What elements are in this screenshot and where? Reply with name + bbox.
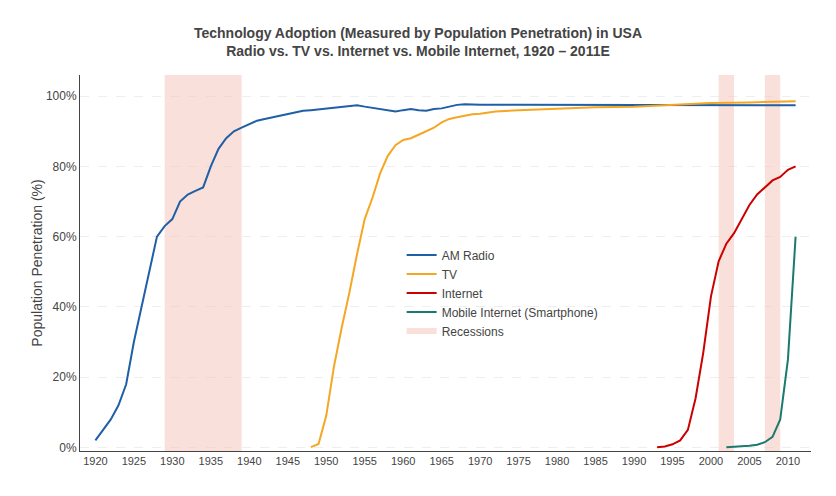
svg-text:100%: 100% (46, 89, 77, 103)
svg-text:1945: 1945 (276, 455, 300, 467)
svg-text:Technology Adoption (Measured: Technology Adoption (Measured by Populat… (194, 25, 642, 59)
svg-text:1980: 1980 (545, 455, 569, 467)
svg-text:20%: 20% (53, 370, 77, 384)
svg-text:1965: 1965 (429, 455, 453, 467)
svg-text:1960: 1960 (391, 455, 415, 467)
svg-text:1925: 1925 (122, 455, 146, 467)
svg-text:1940: 1940 (237, 455, 261, 467)
svg-text:Internet: Internet (442, 287, 483, 301)
svg-text:1990: 1990 (622, 455, 646, 467)
svg-text:2000: 2000 (699, 455, 723, 467)
svg-text:AM Radio: AM Radio (442, 249, 495, 263)
svg-text:Mobile Internet (Smartphone): Mobile Internet (Smartphone) (442, 306, 598, 320)
svg-text:2005: 2005 (737, 455, 761, 467)
svg-text:1985: 1985 (583, 455, 607, 467)
svg-text:1995: 1995 (660, 455, 684, 467)
svg-text:Population Penetration (%): Population Penetration (%) (29, 179, 45, 346)
svg-text:1935: 1935 (199, 455, 223, 467)
svg-text:80%: 80% (53, 160, 77, 174)
svg-text:0%: 0% (59, 441, 77, 455)
svg-text:1950: 1950 (314, 455, 338, 467)
svg-text:1975: 1975 (506, 455, 530, 467)
svg-text:40%: 40% (53, 300, 77, 314)
svg-text:1930: 1930 (160, 455, 184, 467)
svg-text:2010: 2010 (776, 455, 800, 467)
svg-text:Recessions: Recessions (442, 325, 504, 339)
svg-text:60%: 60% (53, 230, 77, 244)
svg-text:1920: 1920 (83, 455, 107, 467)
svg-text:1970: 1970 (468, 455, 492, 467)
svg-text:1955: 1955 (352, 455, 376, 467)
svg-text:TV: TV (442, 268, 457, 282)
